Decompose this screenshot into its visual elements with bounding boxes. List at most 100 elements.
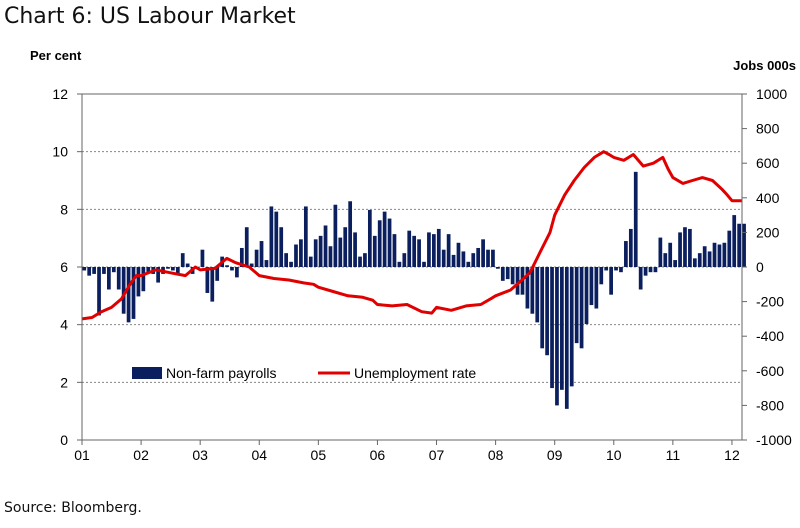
payroll-bar: [249, 263, 254, 267]
payroll-bar: [707, 251, 712, 267]
payroll-bars: [82, 171, 746, 409]
payroll-bar: [638, 267, 643, 290]
right-axis-label: Jobs 000s: [733, 58, 796, 73]
payroll-bar: [308, 256, 313, 267]
payroll-bar: [175, 267, 180, 274]
x-tick-label: 03: [192, 447, 208, 463]
payroll-bar: [658, 237, 663, 267]
payroll-bar: [235, 267, 239, 278]
unemployment-rate-line: [81, 150, 742, 321]
payroll-bar: [97, 267, 101, 316]
payroll-bar: [225, 265, 229, 267]
payroll-bar: [574, 267, 579, 344]
payroll-bar: [530, 267, 535, 314]
payroll-bar: [397, 261, 402, 267]
right-axis-ticks: -1000 -800 -600 -400 -200 0 200 400 600 800 1000: [742, 86, 792, 448]
payroll-bar: [427, 232, 431, 267]
payroll-bar: [166, 267, 170, 269]
payroll-bar: [215, 267, 220, 281]
right-tick-label: 800: [756, 121, 780, 137]
payroll-bar: [126, 267, 131, 323]
payroll-bar: [412, 235, 417, 267]
payroll-bar: [540, 267, 545, 349]
right-tick-label: -400: [756, 328, 784, 344]
payroll-bar: [377, 220, 382, 267]
payroll-bar: [121, 267, 126, 314]
payroll-bar: [387, 218, 392, 267]
payroll-bar: [717, 244, 722, 267]
legend-bar-swatch: [132, 367, 162, 379]
unemployment-line-layer: [81, 150, 742, 321]
x-tick-label: 11: [666, 447, 681, 463]
x-axis-ticks: 01 02 03 04 05 06 07 08 09 10 11 12: [74, 440, 740, 463]
payroll-bar: [185, 263, 190, 267]
payroll-bar: [456, 242, 461, 267]
x-tick-label: 08: [488, 447, 504, 463]
payroll-bar: [692, 258, 697, 267]
payroll-bar: [313, 239, 318, 267]
payroll-bar: [274, 211, 279, 267]
payroll-bar: [742, 223, 746, 267]
payroll-bar: [727, 230, 732, 267]
payroll-bar: [722, 242, 727, 267]
payroll-bar: [628, 228, 633, 267]
payroll-bar: [392, 234, 397, 267]
payroll-bar: [500, 267, 505, 281]
payroll-bar: [323, 225, 328, 267]
payroll-bar: [550, 267, 554, 389]
payroll-bar: [111, 267, 116, 273]
payroll-bar: [653, 267, 658, 273]
payroll-bar: [180, 253, 185, 267]
payroll-bar: [545, 267, 549, 356]
payroll-bar: [594, 267, 599, 309]
payroll-bar: [318, 235, 323, 267]
right-tick-label: -600: [756, 363, 784, 379]
payroll-bar: [102, 267, 106, 274]
payroll-bar: [673, 260, 677, 267]
right-tick-label: -200: [756, 294, 784, 310]
right-tick-label: -800: [756, 397, 784, 413]
legend-bar-label: Non-farm payrolls: [166, 365, 276, 381]
payroll-bar: [372, 235, 377, 267]
payroll-bar: [303, 206, 308, 267]
payroll-bar: [367, 209, 372, 267]
payroll-bar: [136, 267, 141, 297]
payroll-bar: [141, 267, 146, 292]
payroll-bar: [156, 267, 160, 283]
left-tick-label: 0: [60, 432, 68, 448]
x-tick-label: 02: [133, 447, 149, 463]
payroll-bar: [471, 253, 476, 267]
payroll-bar: [422, 261, 426, 267]
left-tick-label: 6: [60, 259, 68, 275]
payroll-bar: [481, 239, 485, 267]
left-tick-label: 4: [60, 317, 68, 333]
payroll-bar: [599, 267, 604, 285]
payroll-bar: [146, 267, 151, 273]
x-tick-label: 07: [429, 447, 445, 463]
payroll-bar: [555, 267, 559, 406]
payroll-bar: [289, 261, 293, 267]
payroll-bar: [333, 204, 338, 267]
payroll-bar: [436, 228, 441, 267]
right-tick-label: -1000: [756, 432, 792, 448]
payroll-bar: [407, 230, 412, 267]
x-tick-label: 06: [370, 447, 386, 463]
payroll-bar: [525, 267, 530, 309]
payroll-bar: [284, 253, 289, 267]
legend-line-label: Unemployment rate: [354, 365, 476, 381]
payroll-bar: [648, 267, 653, 273]
payroll-bar: [299, 239, 303, 267]
left-tick-label: 2: [60, 374, 68, 390]
payroll-bar: [569, 267, 574, 387]
payroll-bar: [461, 251, 466, 267]
payroll-bar: [564, 267, 569, 409]
payroll-bar: [683, 227, 687, 267]
source-note: Source: Bloomberg.: [4, 500, 142, 516]
x-tick-label: 05: [311, 447, 327, 463]
payroll-bar: [688, 228, 692, 267]
payroll-bar: [712, 242, 717, 267]
payroll-bar: [589, 267, 594, 306]
payroll-bar: [205, 267, 210, 293]
payroll-bar: [451, 254, 456, 267]
payroll-bar: [107, 267, 111, 290]
